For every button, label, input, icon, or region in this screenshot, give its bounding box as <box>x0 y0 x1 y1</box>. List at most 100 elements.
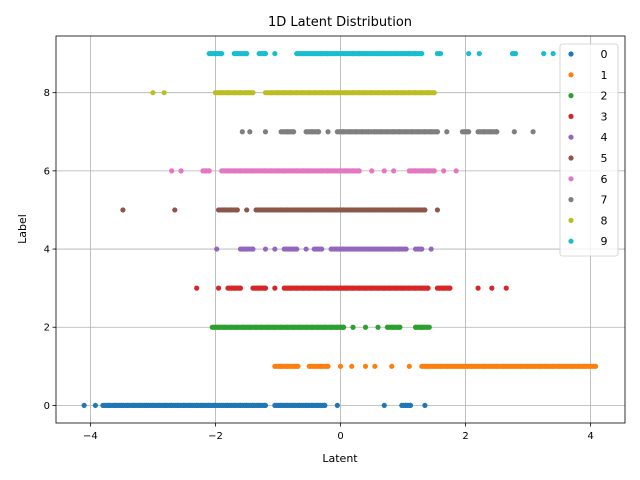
data-point <box>325 363 331 369</box>
legend-marker <box>568 238 574 244</box>
data-point <box>434 207 441 213</box>
data-point <box>369 168 375 174</box>
data-point <box>593 363 599 369</box>
data-point <box>81 402 87 409</box>
series-1 <box>272 363 599 369</box>
data-point <box>92 402 98 409</box>
legend-label: 0 <box>601 48 608 61</box>
data-point <box>422 207 428 213</box>
chart-title: 1D Latent Distribution <box>268 15 412 30</box>
y-tick-label: 0 <box>44 401 50 412</box>
data-point <box>219 50 225 57</box>
legend-label: 5 <box>601 152 608 165</box>
x-tick-label: 0 <box>337 431 343 442</box>
y-tick-label: 8 <box>44 88 50 99</box>
series-6 <box>169 168 459 174</box>
data-point <box>437 50 444 57</box>
legend-label: 1 <box>601 69 608 82</box>
data-point <box>431 90 437 96</box>
data-point <box>489 285 495 291</box>
data-point <box>406 363 412 369</box>
data-point <box>325 129 331 135</box>
data-point <box>511 129 517 135</box>
data-point <box>419 50 425 57</box>
data-point <box>161 90 167 96</box>
data-point <box>295 363 301 369</box>
legend-label: 8 <box>601 214 608 227</box>
legend-marker <box>568 176 574 182</box>
series-0 <box>81 402 428 409</box>
data-point <box>206 168 212 174</box>
legend-marker <box>568 155 574 161</box>
x-tick-label: 2 <box>462 431 468 442</box>
data-point <box>262 129 269 135</box>
data-point <box>319 246 325 252</box>
legend-label: 4 <box>601 131 608 144</box>
data-point <box>244 50 250 57</box>
series-5 <box>120 207 441 213</box>
data-point <box>272 50 278 57</box>
data-point <box>550 50 556 57</box>
legend-label: 3 <box>601 110 608 123</box>
legend-marker <box>568 72 574 78</box>
data-point <box>316 129 322 135</box>
series-3 <box>194 285 509 291</box>
legend-marker <box>568 93 574 99</box>
series-8 <box>150 90 437 96</box>
data-point <box>303 246 309 252</box>
data-point <box>215 285 222 291</box>
data-point <box>466 50 472 57</box>
legend-box <box>559 43 619 257</box>
data-point <box>262 402 269 409</box>
data-point <box>337 363 344 369</box>
data-point <box>262 50 269 57</box>
data-point <box>407 402 414 409</box>
legend-label: 7 <box>601 194 608 207</box>
data-point <box>503 285 509 291</box>
x-tick-label: 4 <box>587 431 593 442</box>
data-point <box>403 246 409 252</box>
legend-marker <box>568 217 574 223</box>
data-point <box>356 168 362 174</box>
data-point <box>541 50 547 57</box>
x-axis-ticks: −4 −2 0 2 4 <box>83 423 594 442</box>
data-point <box>250 246 256 252</box>
data-point <box>250 90 256 96</box>
series-9 <box>206 50 556 57</box>
data-point <box>381 168 387 174</box>
data-point <box>512 50 519 57</box>
data-point <box>120 207 126 213</box>
data-point <box>362 324 369 330</box>
y-tick-label: 4 <box>44 245 50 256</box>
y-axis-label: Label <box>16 214 29 244</box>
data-point <box>453 168 459 174</box>
data-point <box>425 285 431 291</box>
data-point <box>372 363 378 369</box>
data-point <box>397 324 403 330</box>
legend-marker <box>568 134 574 140</box>
data-point <box>431 168 437 174</box>
x-axis-label: Latent <box>322 452 358 465</box>
data-point <box>262 246 269 252</box>
data-point <box>247 129 253 135</box>
data-point <box>530 129 536 135</box>
data-point <box>434 129 441 135</box>
data-point <box>362 363 369 369</box>
data-point <box>494 129 500 135</box>
data-point <box>341 324 347 330</box>
y-axis-ticks: 0 2 4 6 8 <box>44 88 56 412</box>
data-point <box>214 246 220 252</box>
data-point <box>389 363 395 369</box>
data-point <box>237 285 244 291</box>
legend-marker <box>568 197 574 203</box>
data-point <box>447 285 453 291</box>
data-point <box>426 324 432 330</box>
data-point <box>444 129 450 135</box>
data-point <box>244 207 250 213</box>
data-point <box>150 90 156 96</box>
legend-label: 2 <box>601 90 608 103</box>
data-point <box>441 168 447 174</box>
data-point <box>262 285 269 291</box>
legend-label: 6 <box>601 173 608 186</box>
